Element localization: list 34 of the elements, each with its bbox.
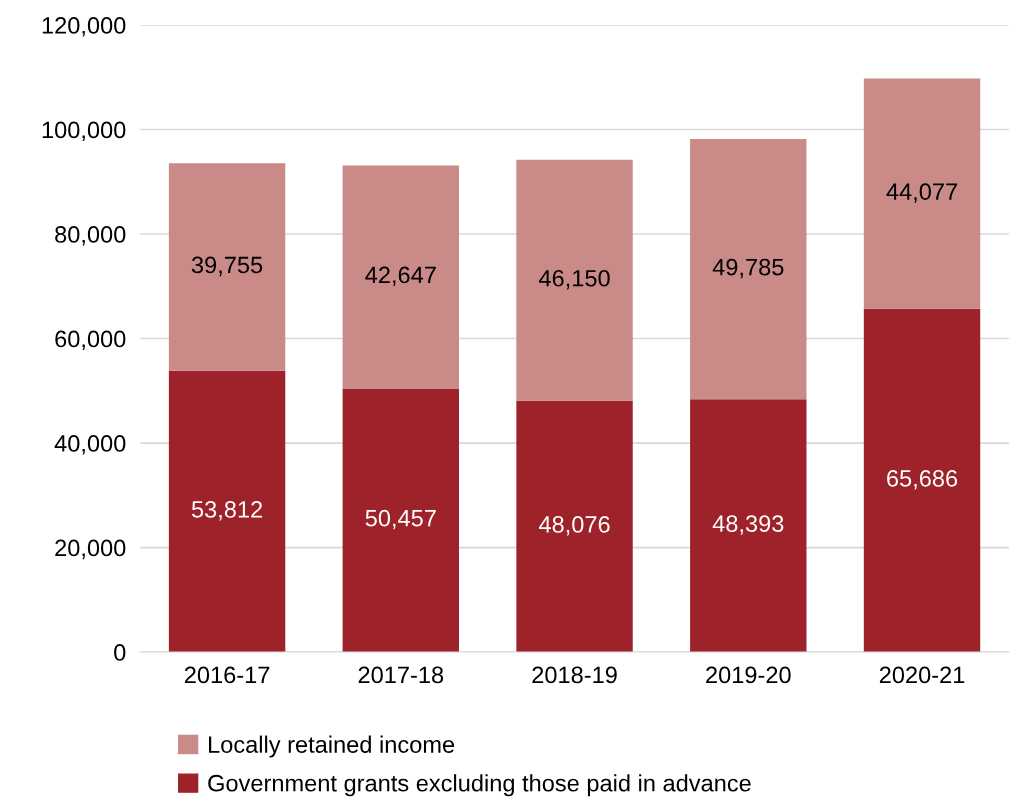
data-label: 65,686 (887, 470, 958, 490)
x-tick-label: 2019-20 (706, 666, 791, 684)
bar (342, 388, 460, 653)
x-tick-label: 2017-18 (358, 666, 444, 684)
y-tick-label: 100,000 (42, 121, 126, 142)
data-label: 48,393 (712, 515, 784, 535)
bar (516, 400, 633, 653)
y-tick-label: 0 (114, 644, 126, 661)
bar (168, 370, 286, 653)
legend-label: Locally retained income (209, 735, 455, 758)
data-label: 46,150 (538, 269, 610, 290)
x-tick-label: 2020-21 (879, 666, 965, 684)
data-label: 44,077 (886, 183, 957, 203)
legend-label: Government grants excluding those paid in advance (208, 774, 751, 797)
bar (168, 163, 286, 371)
data-label: 53,812 (191, 501, 262, 521)
data-label: 39,755 (191, 256, 263, 277)
bar (516, 159, 633, 401)
x-tick-label: 2018-19 (532, 666, 617, 684)
y-tick-label: 20,000 (55, 539, 126, 560)
bar (342, 165, 460, 389)
y-tick-label: 60,000 (55, 330, 126, 351)
data-label: 49,785 (712, 258, 784, 279)
data-label: 48,076 (538, 516, 610, 536)
bar (863, 78, 981, 309)
data-label: 50,457 (365, 509, 436, 530)
y-tick-label: 40,000 (54, 435, 126, 455)
bar (690, 139, 807, 400)
y-tick-label: 120,000 (42, 17, 126, 37)
bar (690, 399, 807, 653)
x-tick-label: 2016-17 (184, 666, 270, 684)
bar (863, 308, 981, 653)
y-tick-label: 80,000 (55, 226, 126, 246)
data-label: 42,647 (365, 266, 436, 287)
